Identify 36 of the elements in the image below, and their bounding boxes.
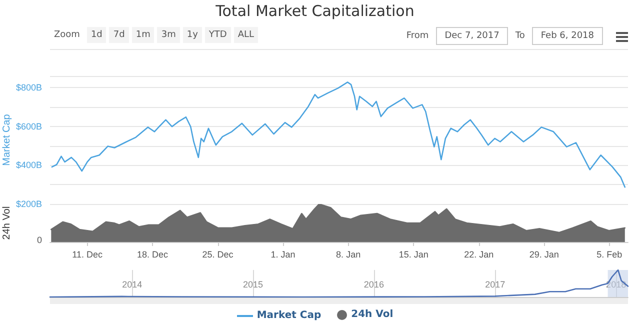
line-series: [51, 82, 626, 188]
legend-label: Market Cap: [256, 310, 322, 321]
text: Zoom: [53, 29, 81, 42]
x-tick-label: 2017: [485, 280, 506, 290]
text: From: [405, 30, 430, 43]
x-tick-label: 8. Jan: [336, 250, 361, 260]
legend-label: 24h Vol: [351, 309, 394, 320]
x-tick-label: 11. Dec: [72, 250, 103, 260]
text: 1y: [182, 27, 202, 43]
x-tick-label: 1. Jan: [270, 250, 296, 260]
x-tick-label: 2016: [364, 280, 384, 290]
y-axis-title: 24h Vol: [2, 206, 12, 240]
x-tick-label: 25. Dec: [202, 250, 234, 260]
chart-title: Total Market Capitalization: [214, 2, 416, 20]
x-tick-label: 2015: [243, 280, 264, 290]
text: Dec 7, 2017: [436, 27, 508, 45]
text: 1m: [132, 27, 154, 43]
text: ALL: [234, 27, 258, 43]
text: To: [514, 30, 526, 43]
text: 1d: [86, 27, 106, 43]
y-tick-label: $400B: [16, 160, 42, 170]
y-tick-label: $800B: [16, 82, 42, 93]
y-axis-title: Market Cap: [2, 114, 12, 166]
text: 7d: [109, 27, 129, 43]
text: 0: [36, 235, 42, 245]
x-tick-label: 18. Dec: [137, 250, 169, 260]
x-tick-label: 15. Jan: [398, 250, 428, 260]
x-tick-label: 29. Jan: [529, 250, 559, 260]
text: 3m: [157, 27, 180, 43]
text: YTD: [204, 27, 231, 43]
x-tick-label: 22. Jan: [464, 250, 494, 260]
x-tick-label: 5. Feb: [596, 250, 622, 260]
y-tick-label: $200B: [16, 199, 42, 209]
text: Feb 6, 2018: [532, 27, 603, 45]
y-tick-label: $600B: [16, 121, 42, 132]
x-tick-label: 2014: [122, 280, 142, 290]
